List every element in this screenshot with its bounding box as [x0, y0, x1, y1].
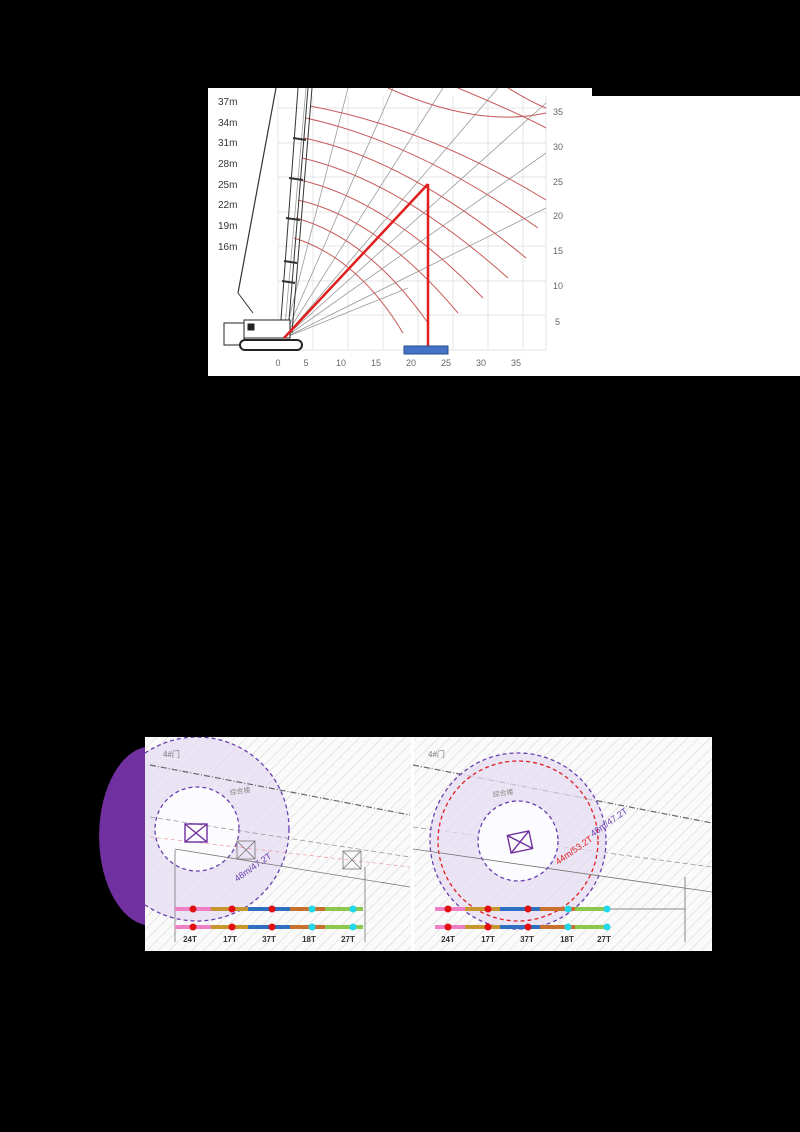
svg-text:0: 0 — [275, 358, 280, 368]
y-axis-ticks: 5 10 15 20 25 30 35 — [553, 107, 563, 327]
svg-text:18T: 18T — [560, 935, 574, 944]
boom-length-labels: 37m 34m 31m 28m 25m 22m 19m 16m — [218, 97, 237, 253]
crane-boom — [237, 88, 313, 334]
svg-text:27T: 27T — [597, 935, 611, 944]
svg-text:10: 10 — [336, 358, 346, 368]
pier-dots-left — [189, 905, 357, 931]
segment-labels-left: 24T 17T 37T 18T 27T — [183, 935, 355, 944]
svg-text:28m: 28m — [218, 159, 237, 170]
load-block — [403, 345, 449, 355]
crane-load-chart: 37m 34m 31m 28m 25m 22m 19m 16m 0 5 10 1… — [208, 88, 592, 376]
svg-text:24T: 24T — [183, 935, 197, 944]
site-plan-svg: 4#门 综合楼 48m/47.2T 24T 17T — [145, 737, 712, 951]
svg-text:17T: 17T — [481, 935, 495, 944]
svg-text:5: 5 — [555, 317, 560, 327]
svg-text:17T: 17T — [223, 935, 237, 944]
svg-text:4#门: 4#门 — [163, 749, 180, 759]
grid — [277, 96, 547, 351]
svg-text:37T: 37T — [262, 935, 276, 944]
radial-lines — [283, 88, 547, 339]
crane-position-icon — [184, 823, 208, 843]
svg-text:15: 15 — [371, 358, 381, 368]
svg-text:综合楼: 综合楼 — [229, 785, 251, 797]
svg-text:15: 15 — [553, 246, 563, 256]
svg-text:25: 25 — [553, 177, 563, 187]
svg-text:25: 25 — [441, 358, 451, 368]
svg-text:综合楼: 综合楼 — [492, 787, 514, 799]
x-axis-ticks: 0 5 10 15 20 25 30 35 — [275, 358, 521, 368]
left-site-panel: 4#门 综合楼 48m/47.2T 24T 17T — [145, 737, 411, 944]
svg-text:30: 30 — [553, 142, 563, 152]
crane-chart-svg: 37m 34m 31m 28m 25m 22m 19m 16m 0 5 10 1… — [218, 88, 563, 368]
lift-geometry — [283, 183, 430, 346]
svg-text:19m: 19m — [218, 221, 237, 232]
svg-text:35: 35 — [553, 107, 563, 117]
svg-text:31m: 31m — [218, 138, 237, 149]
svg-text:37T: 37T — [520, 935, 534, 944]
crane-site-plans: 4#门 综合楼 48m/47.2T 24T 17T — [145, 737, 712, 951]
crane-position-icon — [506, 830, 534, 854]
svg-text:18T: 18T — [302, 935, 316, 944]
pier-dots-right — [444, 905, 611, 931]
svg-text:10: 10 — [553, 281, 563, 291]
radius-arcs — [293, 88, 547, 334]
svg-text:27T: 27T — [341, 935, 355, 944]
svg-text:37m: 37m — [218, 97, 237, 108]
segment-labels-right: 24T 17T 37T 18T 27T — [441, 935, 611, 944]
svg-text:22m: 22m — [218, 200, 237, 211]
crane-body-icon — [223, 319, 303, 351]
svg-text:16m: 16m — [218, 242, 237, 253]
svg-text:30: 30 — [476, 358, 486, 368]
svg-text:25m: 25m — [218, 180, 237, 191]
svg-text:35: 35 — [511, 358, 521, 368]
svg-text:34m: 34m — [218, 118, 237, 129]
svg-text:24T: 24T — [441, 935, 455, 944]
svg-text:5: 5 — [303, 358, 308, 368]
svg-text:4#门: 4#门 — [428, 749, 445, 759]
figure-whitespace — [592, 96, 800, 376]
svg-text:20: 20 — [406, 358, 416, 368]
svg-text:20: 20 — [553, 211, 563, 221]
